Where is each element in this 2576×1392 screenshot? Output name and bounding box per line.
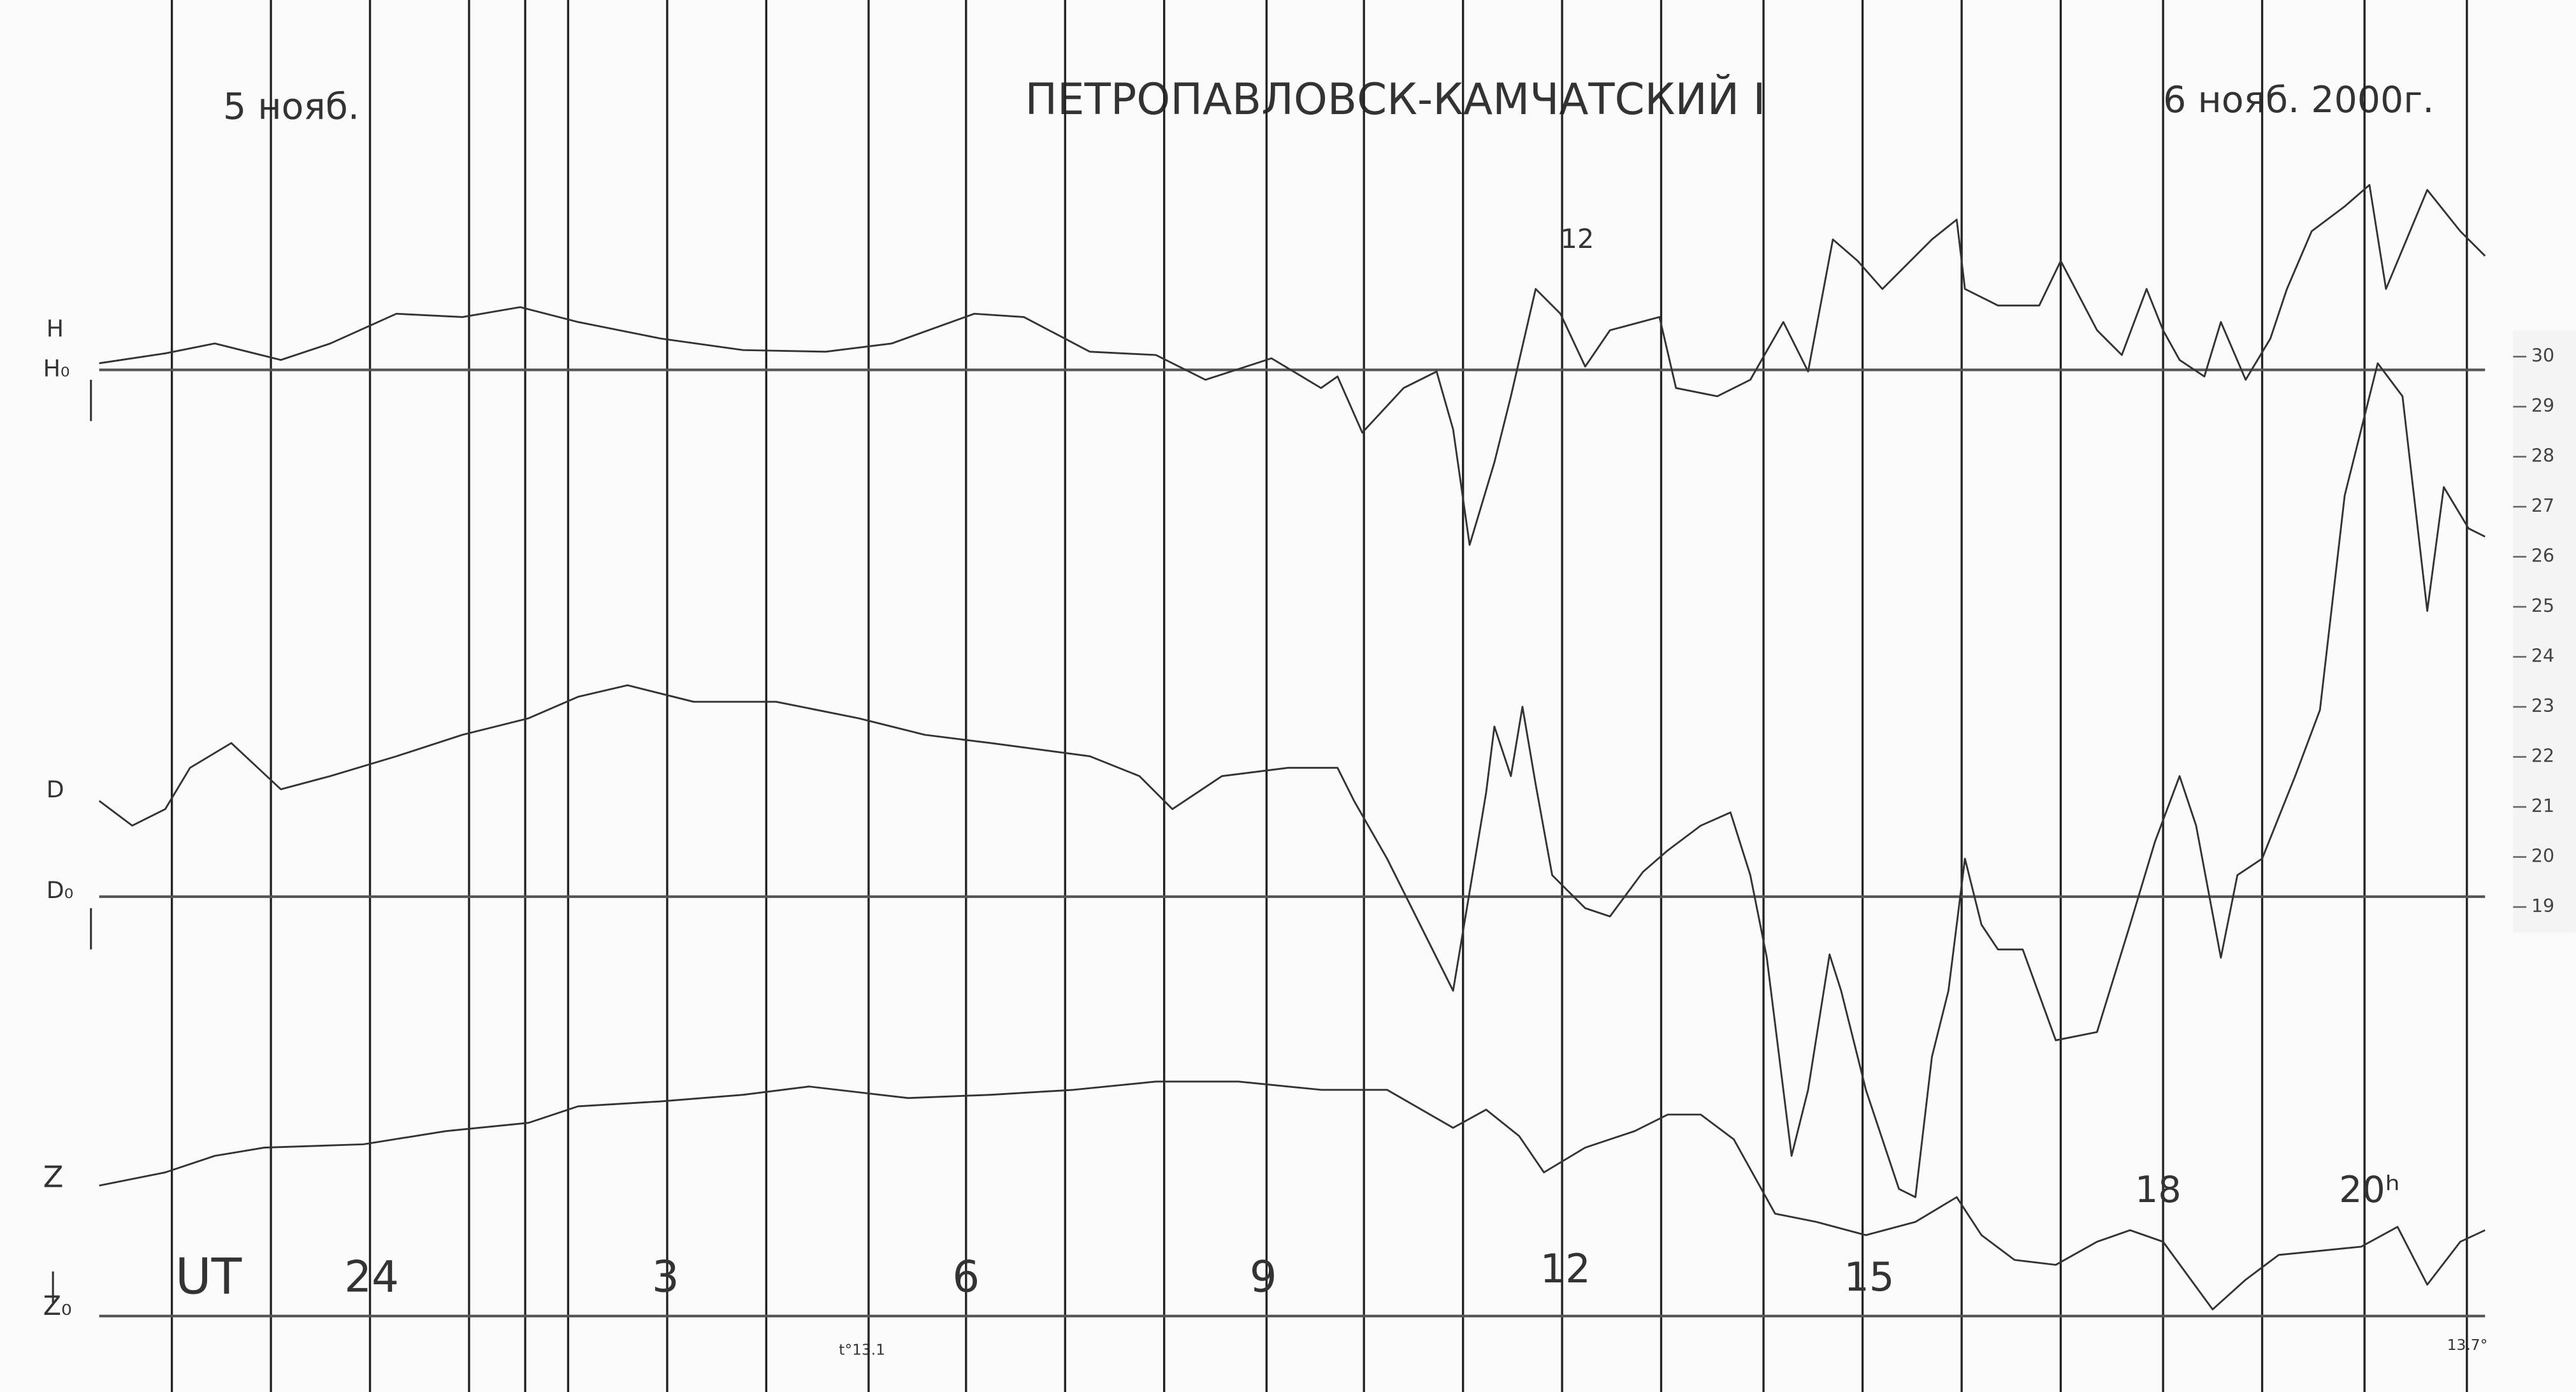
- hour-label: 6: [952, 1251, 980, 1301]
- hour-label: 3: [652, 1251, 679, 1301]
- annotation: 12: [1560, 224, 1594, 254]
- scale-label: 29: [2531, 395, 2554, 416]
- hour-label: 24: [344, 1251, 399, 1301]
- time-unit: UT: [175, 1248, 242, 1305]
- trace-h: [99, 184, 2486, 546]
- left-date: 5 нояб.: [223, 86, 359, 128]
- temperature-start: t°13.1: [839, 1342, 885, 1359]
- z-label: Z: [43, 1159, 64, 1194]
- hour-label: 20ʰ: [2339, 1169, 2400, 1211]
- hour-label: 18: [2135, 1169, 2182, 1211]
- h0-label: H₀: [43, 354, 70, 382]
- hour-label: 12: [1540, 1245, 1591, 1292]
- scale-label: 23: [2531, 695, 2554, 716]
- scale-label: 25: [2531, 595, 2554, 616]
- scale-label: 21: [2531, 795, 2554, 816]
- title: ПЕТРОПАВЛОВСК-КАМЧАТСКИЙ I: [1025, 74, 1765, 124]
- d-label: D: [47, 776, 64, 803]
- scale: 30 29 28 27 26 25 24 23 22 21 20 19: [2513, 330, 2576, 933]
- scale-label: 22: [2531, 746, 2554, 767]
- scale-strip: [2513, 330, 2576, 933]
- trace-d: [98, 362, 2486, 1198]
- scale-label: 26: [2531, 546, 2554, 567]
- right-date: 6 нояб. 2000г.: [2163, 79, 2434, 121]
- scale-label: 28: [2531, 446, 2554, 467]
- scale-label: 30: [2531, 345, 2554, 366]
- trace-z: [99, 1080, 2486, 1310]
- z0-label: Z₀: [43, 1291, 72, 1321]
- scale-label: 24: [2531, 646, 2554, 667]
- hour-label: 9: [1250, 1251, 1277, 1301]
- d0-label: D₀: [47, 876, 73, 904]
- scale-label: 20: [2531, 846, 2554, 867]
- scale-label: 19: [2531, 895, 2554, 917]
- hour-label: 15: [1844, 1254, 1894, 1300]
- scale-label: 27: [2531, 495, 2554, 516]
- h-label: H: [47, 315, 64, 342]
- layer: 24 3 6 9 12 15 18 20ʰ 30 29 28 27 26 25 24 23 22 21 20 19: [52, 0, 2576, 1392]
